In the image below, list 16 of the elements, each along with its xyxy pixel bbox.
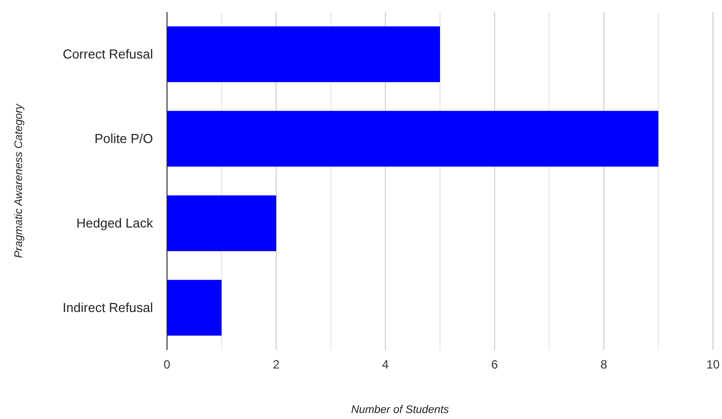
- x-tick-label: 2: [272, 358, 280, 372]
- bar: [167, 195, 276, 252]
- x-tick-label: 0: [164, 358, 171, 372]
- y-tick-label: Indirect Refusal: [62, 300, 154, 315]
- x-tick-label: 8: [600, 358, 608, 372]
- bar: [167, 280, 222, 336]
- x-tick-label: 10: [706, 358, 720, 372]
- x-axis-title: Number of Students: [351, 404, 450, 416]
- x-tick-label: 6: [491, 358, 498, 372]
- y-tick-label: Correct Refusal: [62, 46, 154, 62]
- y-tick-label: Polite P/O: [94, 130, 153, 146]
- x-tick-label: 4: [382, 358, 390, 372]
- bar: [167, 110, 658, 167]
- bar: [167, 26, 440, 82]
- y-tick-label: Hedged Lack: [76, 215, 154, 230]
- y-axis-title: Pragmatic Awareness Category: [13, 102, 25, 258]
